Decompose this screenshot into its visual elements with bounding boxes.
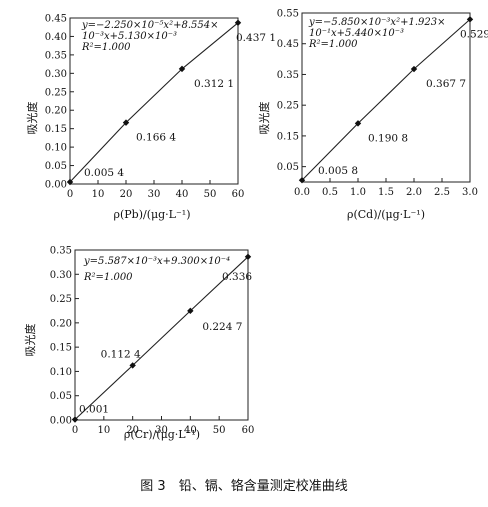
x-tick-label: 60 — [242, 425, 255, 436]
x-tick-label: 40 — [184, 425, 197, 436]
y-tick-label: 0.30 — [45, 69, 67, 80]
y-tick-label: 0.15 — [50, 343, 72, 354]
x-tick-label: 0 — [67, 189, 73, 200]
x-tick-label: 30 — [148, 189, 161, 200]
series-line — [301, 18, 471, 181]
y-tick-label: 0.45 — [277, 39, 299, 50]
y-tick-label: 0.15 — [45, 124, 67, 135]
y-tick-label: 0.25 — [50, 294, 72, 305]
regression-equation: R²=1.000 — [308, 39, 358, 50]
y-tick-label: 0.55 — [277, 9, 299, 20]
data-point — [244, 253, 252, 260]
x-tick-label: 60 — [232, 189, 245, 200]
x-tick-label: 10 — [97, 425, 110, 436]
x-tick-label: 50 — [204, 189, 217, 200]
y-tick-label: 0.05 — [45, 161, 67, 172]
data-point-label: 0.005 8 — [318, 165, 358, 177]
data-point-label: 0.336 — [222, 271, 252, 283]
data-point-label: 0.005 4 — [84, 167, 124, 179]
x-tick-label: 20 — [120, 189, 133, 200]
data-point-label: 0.112 4 — [101, 348, 141, 360]
regression-equation: y=−2.250×10⁻⁵x²+8.554× — [81, 20, 218, 31]
x-tick-label: 20 — [126, 425, 139, 436]
y-tick-label: 0.10 — [45, 143, 67, 154]
x-tick-label: 0.5 — [322, 187, 338, 198]
data-point-label: 0.312 1 — [194, 78, 234, 90]
y-tick-label: 0.35 — [277, 70, 299, 81]
data-point-label: 0.166 4 — [136, 132, 176, 144]
data-point — [66, 178, 74, 186]
y-tick-label: 0.20 — [45, 106, 67, 117]
y-tick-label: 0.00 — [50, 416, 72, 427]
y-tick-label: 0.45 — [45, 14, 67, 25]
data-point-label: 0.437 1 — [236, 32, 276, 44]
x-tick-label: 2.0 — [406, 187, 422, 198]
y-tick-label: 0.40 — [45, 32, 67, 43]
series-line — [74, 256, 249, 420]
x-tick-label: 30 — [155, 425, 168, 436]
x-axis-label: ρ(Cr)/(μg·L⁻¹) — [124, 428, 200, 441]
x-tick-label: 40 — [176, 189, 189, 200]
regression-equation: y=5.587×10⁻³x+9.300×10⁻⁴ — [83, 256, 230, 267]
y-tick-label: 0.10 — [50, 367, 72, 378]
x-tick-label: 3.0 — [462, 187, 478, 198]
y-tick-label: 0.20 — [50, 318, 72, 329]
data-point-label: 0.190 8 — [368, 132, 408, 144]
y-tick-label: 0.25 — [45, 87, 67, 98]
y-tick-label: 0.05 — [277, 162, 299, 173]
y-axis-label: 吸光度 — [257, 102, 271, 135]
regression-equation: 10⁻¹x+5.440×10⁻³ — [309, 28, 404, 39]
figure-caption: 图 3 铅、镉、铬含量测定校准曲线 — [140, 478, 347, 494]
series-line — [69, 22, 239, 183]
data-point — [187, 307, 194, 315]
y-tick-label: 0.35 — [50, 246, 72, 257]
regression-equation: 10⁻³x+5.130×10⁻³ — [82, 31, 177, 42]
data-point — [122, 119, 130, 126]
regression-equation: y=−5.850×10⁻³x²+1.923× — [308, 17, 445, 28]
chart-pb: 0 10 20 30 40 50 60 0.00 0.05 0.10 0.15 0.20 0.25 0.3… — [25, 14, 276, 222]
x-tick-label: 10 — [92, 189, 105, 200]
data-point — [354, 120, 362, 127]
x-tick-label: 2.5 — [434, 187, 450, 198]
data-point — [234, 19, 242, 26]
data-point — [298, 177, 306, 184]
y-tick-label: 0.00 — [45, 180, 67, 191]
x-tick-label: 1.5 — [378, 187, 394, 198]
y-axis-label: 吸光度 — [23, 324, 37, 357]
y-tick-label: 0.15 — [277, 131, 299, 142]
x-axis-label: ρ(Cd)/(μg·L⁻¹) — [347, 208, 425, 221]
y-axis-label: 吸光度 — [25, 102, 39, 135]
x-axis-label: ρ(Pb)/(μg·L⁻¹) — [114, 208, 191, 221]
data-point-label: 0.367 7 — [426, 78, 466, 90]
data-point-label: 0.529 3 — [460, 28, 488, 40]
x-tick-label: 0.0 — [294, 187, 310, 198]
data-point-label: 0.001 — [79, 404, 109, 416]
x-tick-label: 1.0 — [350, 187, 366, 198]
data-point — [466, 16, 474, 23]
data-point — [410, 65, 418, 73]
x-tick-label: 0 — [72, 425, 78, 436]
data-point — [129, 362, 136, 369]
y-tick-label: 0.05 — [50, 391, 72, 402]
data-point — [71, 416, 79, 423]
chart-cr: 0 10 20 30 40 50 60 0.00 0.05 0.10 0.15 0.20 0.25 0.3… — [23, 246, 254, 442]
regression-equation: R²=1.000 — [81, 42, 131, 53]
data-point-label: 0.224 7 — [202, 321, 242, 333]
y-tick-label: 0.25 — [277, 101, 299, 112]
y-tick-label: 0.35 — [45, 50, 67, 61]
y-tick-label: 0.30 — [50, 270, 72, 281]
data-point — [178, 65, 186, 73]
x-tick-label: 50 — [213, 425, 226, 436]
regression-equation: R²=1.000 — [83, 272, 133, 283]
chart-cd: 0.0 0.5 1.0 1.5 2.0 2.5 3.0 0.05 0.15 0.25 0.35 0.4… — [257, 9, 488, 222]
